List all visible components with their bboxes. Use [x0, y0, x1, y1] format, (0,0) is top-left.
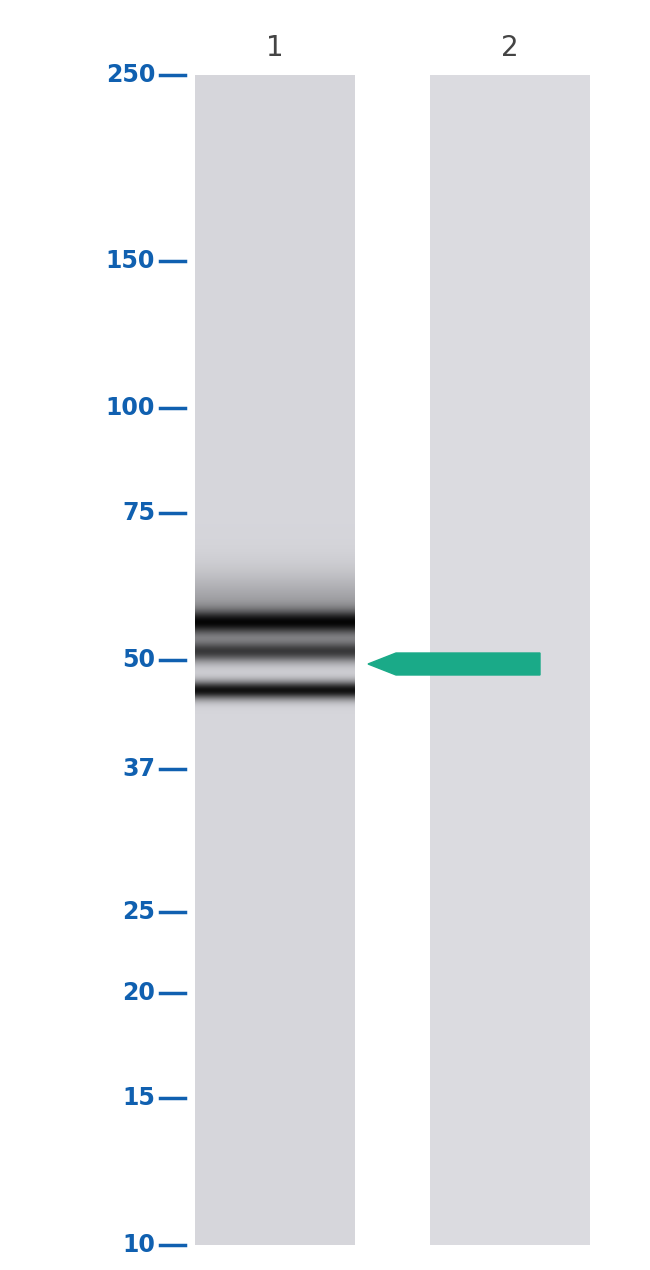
- FancyArrow shape: [368, 653, 540, 674]
- Text: 50: 50: [122, 648, 155, 672]
- Text: 15: 15: [122, 1086, 155, 1110]
- Text: 2: 2: [501, 34, 519, 62]
- Text: 10: 10: [122, 1233, 155, 1257]
- Text: 37: 37: [122, 757, 155, 781]
- Text: 1: 1: [266, 34, 284, 62]
- Text: 25: 25: [122, 900, 155, 925]
- Text: 250: 250: [105, 64, 155, 88]
- Text: 150: 150: [105, 249, 155, 273]
- Text: 75: 75: [122, 500, 155, 525]
- Bar: [430, 75, 590, 1245]
- Text: 20: 20: [122, 980, 155, 1005]
- Text: 100: 100: [105, 396, 155, 420]
- Bar: [195, 75, 355, 1245]
